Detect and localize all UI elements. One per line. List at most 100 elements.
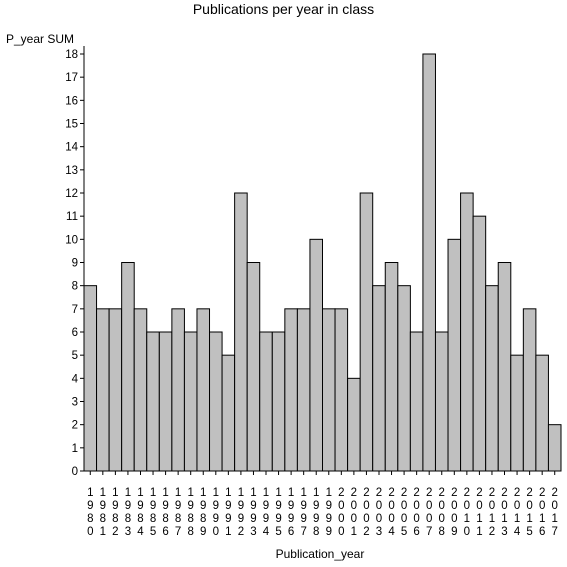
y-tick-label: 1 — [72, 443, 78, 455]
bar-1983 — [121, 262, 135, 472]
bar-1988 — [183, 331, 198, 472]
y-tick-label: 16 — [65, 95, 78, 107]
y-tick-label: 13 — [65, 165, 78, 177]
bar-2012 — [485, 285, 499, 472]
bar-2001 — [347, 377, 361, 472]
bar-2014 — [510, 354, 524, 472]
y-tick-label: 14 — [65, 142, 78, 154]
y-tick-label: 2 — [72, 420, 78, 432]
y-tick-label: 8 — [72, 281, 78, 293]
bar-2005 — [397, 285, 411, 472]
bar-1996 — [284, 308, 298, 472]
bar-2003 — [372, 285, 386, 472]
bar-1980 — [83, 285, 98, 472]
x-axis-label: Publication_year — [275, 547, 365, 561]
bar-1993 — [246, 262, 261, 472]
bar-2009 — [447, 238, 462, 472]
y-axis-label: P_year SUM — [6, 32, 75, 46]
bar-1991 — [221, 354, 236, 472]
bar-2013 — [497, 262, 512, 472]
bar-2006 — [409, 331, 424, 472]
bar-1987 — [171, 308, 185, 472]
y-tick-label: 17 — [65, 72, 78, 84]
x-axis: 1 9 8 0 1 9 8 1 1 9 8 2 1 9 8 3 1 9 8 4 1 9 8 5 1 9 8 6 1 9 8 7 1 9 8 8 1 9 8 9… — [84, 470, 561, 538]
bar-2008 — [434, 331, 449, 472]
bar-2002 — [359, 192, 374, 472]
y-tick-label: 12 — [65, 188, 78, 200]
bar-2016 — [535, 354, 549, 472]
bar-2010 — [460, 192, 474, 472]
y-tick-label: 7 — [72, 304, 78, 316]
y-tick-label: 18 — [65, 49, 78, 61]
bar-1997 — [296, 308, 311, 472]
bar-1995 — [271, 331, 286, 472]
bar-1986 — [158, 331, 173, 472]
bar-1984 — [133, 308, 148, 472]
bar-1982 — [108, 308, 123, 472]
y-tick-label: 0 — [72, 466, 78, 478]
chart-title: Publications per year in class — [192, 1, 375, 17]
y-tick-label: 11 — [66, 211, 78, 223]
bar-1989 — [196, 308, 211, 472]
y-tick-label: 15 — [65, 119, 78, 131]
bar-1994 — [259, 331, 273, 472]
y-tick-label: 10 — [65, 234, 78, 246]
bar-1998 — [309, 238, 324, 472]
bar-1981 — [96, 308, 110, 472]
bar-1990 — [209, 331, 223, 472]
y-tick-label: 9 — [72, 258, 78, 270]
bar-2015 — [522, 308, 537, 472]
y-tick-label: 4 — [72, 373, 79, 385]
y-tick-label: 3 — [72, 397, 78, 409]
bar-2007 — [422, 53, 436, 472]
bars-group — [83, 53, 562, 472]
bar-2004 — [384, 262, 399, 472]
bar-1999 — [322, 308, 336, 472]
bar-2011 — [472, 215, 487, 472]
bar-1992 — [234, 192, 248, 472]
y-tick-label: 5 — [72, 350, 78, 362]
bar-1985 — [146, 331, 160, 472]
bar-2017 — [547, 424, 562, 472]
y-tick-label: 6 — [72, 327, 78, 339]
